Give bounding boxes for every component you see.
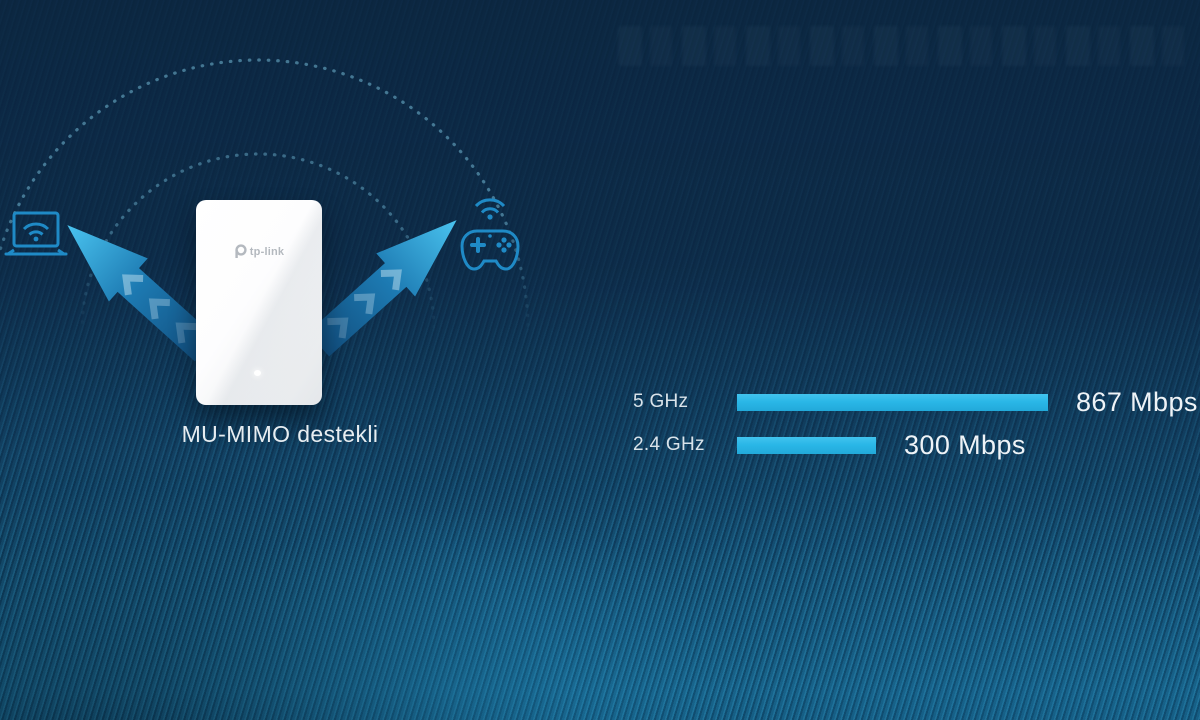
- wall-ap-device: tp-link: [196, 200, 322, 405]
- tp-link-logo: tp-link: [196, 244, 322, 259]
- laptop-wifi-icon: [4, 211, 68, 256]
- speed-value-24ghz: 300 Mbps: [904, 429, 1026, 460]
- stream-arrow-right-icon: [307, 220, 457, 357]
- speed-chart: 5 GHz 867 Mbps 2.4 GHz 300 Mbps: [633, 387, 1198, 460]
- gamepad-wifi-icon: [460, 198, 520, 271]
- band-label-24ghz: 2.4 GHz: [633, 434, 705, 455]
- tp-link-logo-mark: [235, 244, 247, 258]
- chart-row-24ghz: 2.4 GHz 300 Mbps: [633, 430, 1198, 460]
- chart-row-5ghz: 5 GHz 867 Mbps: [633, 387, 1198, 417]
- band-label-5ghz: 5 GHz: [633, 391, 689, 412]
- speed-value-5ghz: 867 Mbps: [1076, 386, 1198, 417]
- led-indicator: [254, 370, 261, 376]
- ghost-headline-texture: [618, 26, 1190, 66]
- product-caption: MU-MIMO destekli: [181, 421, 379, 447]
- tp-link-logo-text: tp-link: [249, 245, 285, 258]
- speed-bar-5ghz: [737, 393, 1048, 411]
- stream-arrow-left-icon: [67, 225, 217, 362]
- speed-bar-24ghz: [737, 436, 876, 454]
- signal-range-arcs-icon: [0, 58, 530, 360]
